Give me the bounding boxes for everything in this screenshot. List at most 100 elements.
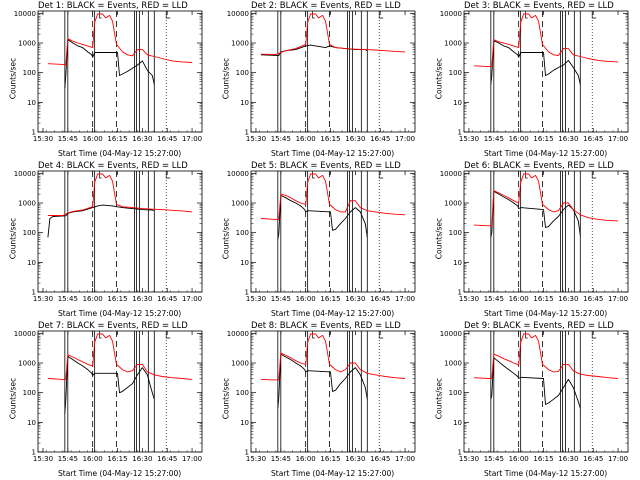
plot-svg: 1 10 100 1000 10000 15:30 15:45 16:00 16:15 16:30… [227, 330, 416, 463]
bracket-mark [165, 331, 171, 339]
panel-title: Det 5: BLACK = Events, RED = LLD [251, 161, 401, 171]
y-tick-label: 10000 [440, 170, 462, 178]
detector-panel: Det 8: BLACK = Events, RED = LLD Counts/s… [213, 320, 426, 480]
x-axis-label: Start Time (04-May-12 15:27:00) [58, 309, 182, 318]
x-tick-label: 17:00 [395, 295, 415, 303]
x-tick-label: 16:30 [345, 295, 365, 303]
detector-panel: Det 5: BLACK = Events, RED = LLD Counts/s… [213, 160, 426, 320]
x-tick-label: 17:00 [608, 135, 628, 143]
y-tick-label: 1 [458, 129, 462, 137]
events-series-line [64, 39, 155, 89]
x-tick-label: 15:45 [58, 455, 78, 463]
x-axis-label: Start Time (04-May-12 15:27:00) [484, 149, 608, 158]
y-tick-label: 1000 [18, 200, 36, 208]
y-tick-label: 100 [449, 229, 462, 237]
bracket-mark [312, 171, 315, 179]
x-tick-label: 16:00 [296, 455, 316, 463]
bracket-mark [378, 11, 384, 19]
x-axis-label: Start Time (04-May-12 15:27:00) [484, 309, 608, 318]
y-tick-label: 1 [32, 129, 36, 137]
y-tick-label: 10 [453, 419, 462, 427]
x-tick-label: 15:45 [484, 135, 504, 143]
events-series-line [277, 194, 368, 240]
x-tick-label: 16:45 [370, 295, 390, 303]
lld-series-line [260, 173, 406, 220]
x-tick-label: 15:30 [459, 295, 479, 303]
panel-title: Det 1: BLACK = Events, RED = LLD [38, 1, 188, 11]
x-tick-label: 15:30 [33, 455, 53, 463]
x-tick-label: 15:45 [58, 295, 78, 303]
plot-frame [37, 170, 203, 293]
events-series-line [64, 355, 155, 414]
x-tick-label: 15:30 [246, 455, 266, 463]
x-tick-label: 16:15 [320, 295, 340, 303]
x-tick-label: 15:30 [459, 135, 479, 143]
x-tick-label: 16:00 [509, 135, 529, 143]
y-tick-label: 1000 [231, 40, 249, 48]
x-tick-label: 16:45 [370, 135, 390, 143]
x-tick-label: 16:15 [320, 135, 340, 143]
y-tick-label: 10000 [14, 330, 36, 338]
plot-frame [37, 330, 203, 453]
x-tick-label: 16:15 [107, 295, 127, 303]
lld-series-line [473, 333, 619, 379]
y-tick-label: 1000 [231, 360, 249, 368]
events-series-line [490, 357, 581, 409]
y-tick-label: 10000 [14, 10, 36, 18]
x-axis-label: Start Time (04-May-12 15:27:00) [58, 149, 182, 158]
events-series-line [47, 204, 155, 238]
detector-panel: Det 4: BLACK = Events, RED = LLD Counts/s… [0, 160, 213, 320]
x-tick-label: 17:00 [608, 455, 628, 463]
y-tick-label: 10 [240, 419, 249, 427]
y-tick-label: 100 [236, 389, 249, 397]
x-tick-label: 16:00 [296, 135, 316, 143]
panel-title: Det 9: BLACK = Events, RED = LLD [464, 321, 614, 331]
x-axis-label: Start Time (04-May-12 15:27:00) [271, 149, 395, 158]
bracket-mark [99, 171, 102, 179]
x-tick-label: 16:30 [558, 135, 578, 143]
y-tick-label: 1 [458, 289, 462, 297]
events-series-line [490, 40, 581, 85]
plot-svg: 1 10 100 1000 10000 15:30 15:45 16:00 16:15 16:30… [440, 330, 629, 463]
x-tick-label: 15:45 [484, 295, 504, 303]
x-tick-label: 15:30 [246, 295, 266, 303]
y-tick-label: 100 [23, 69, 36, 77]
detector-panel: Det 7: BLACK = Events, RED = LLD Counts/s… [0, 320, 213, 480]
y-tick-label: 1000 [444, 360, 462, 368]
bracket-mark [99, 331, 102, 339]
y-tick-label: 10000 [440, 10, 462, 18]
x-tick-label: 15:45 [58, 135, 78, 143]
lld-series-line [47, 173, 193, 216]
lld-series-line [473, 13, 619, 68]
y-tick-label: 10000 [227, 10, 249, 18]
detector-panel: Det 2: BLACK = Events, RED = LLD Counts/s… [213, 0, 426, 160]
detector-panel: Det 3: BLACK = Events, RED = LLD Counts/s… [426, 0, 639, 160]
x-tick-label: 15:45 [271, 135, 291, 143]
x-tick-label: 16:15 [533, 295, 553, 303]
x-tick-label: 17:00 [395, 135, 415, 143]
plot-frame [37, 10, 203, 133]
y-tick-label: 10 [453, 99, 462, 107]
panel-title: Det 7: BLACK = Events, RED = LLD [38, 321, 188, 331]
x-tick-label: 16:00 [83, 135, 103, 143]
x-tick-label: 17:00 [395, 455, 415, 463]
bracket-mark [99, 11, 102, 19]
x-tick-label: 16:00 [509, 455, 529, 463]
y-tick-label: 10000 [227, 330, 249, 338]
plot-frame [250, 170, 416, 293]
plot-svg: 1 10 100 1000 10000 15:30 15:45 16:00 16:15 16:30… [440, 10, 629, 143]
y-tick-label: 1000 [231, 200, 249, 208]
y-tick-label: 10000 [440, 330, 462, 338]
y-tick-label: 100 [236, 229, 249, 237]
x-tick-label: 16:45 [157, 455, 177, 463]
x-tick-label: 16:30 [132, 295, 152, 303]
bracket-mark [312, 331, 315, 339]
bracket-mark [525, 11, 528, 19]
plot-svg: 1 10 100 1000 10000 15:30 15:45 16:00 16:15 16:30… [227, 170, 416, 303]
x-tick-label: 15:30 [33, 295, 53, 303]
bracket-mark [378, 331, 384, 339]
events-series-line [277, 353, 368, 409]
panel-title: Det 8: BLACK = Events, RED = LLD [251, 321, 401, 331]
panel-title: Det 3: BLACK = Events, RED = LLD [464, 1, 614, 11]
x-tick-label: 16:45 [583, 135, 603, 143]
